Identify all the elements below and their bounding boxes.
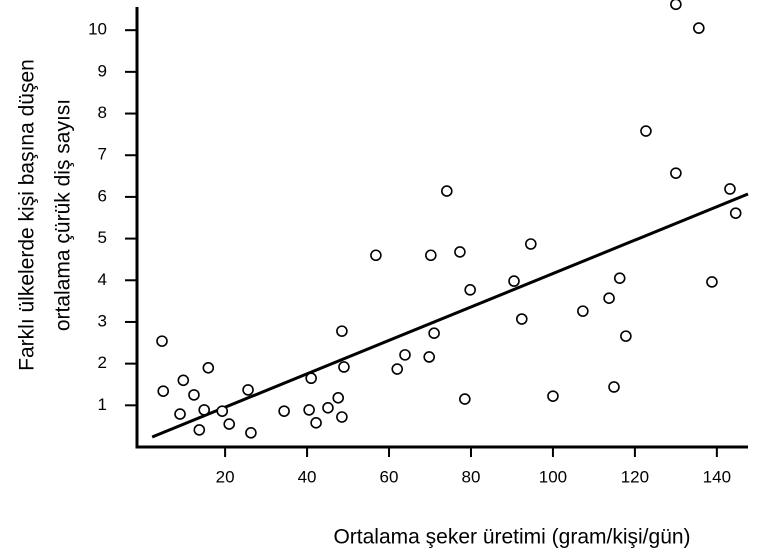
trend-line: [151, 192, 749, 439]
point: [459, 393, 471, 405]
point: [336, 325, 348, 337]
y-tick-label: 3: [98, 311, 107, 330]
y-axis-label: ortalama çürük diş sayısı: [52, 99, 75, 331]
point: [198, 404, 211, 416]
point: [193, 424, 206, 436]
y-tick-label: 1: [98, 395, 107, 414]
point: [620, 330, 632, 342]
point: [577, 305, 589, 317]
point: [724, 183, 736, 195]
point: [332, 392, 345, 404]
point: [613, 272, 626, 284]
x-axis-label: Ortalama şeker üretimi (gram/kişi/gün): [333, 526, 690, 549]
point: [336, 411, 348, 423]
point: [729, 207, 742, 219]
x-tick-label: 140: [703, 467, 731, 486]
point: [399, 349, 411, 361]
point: [425, 249, 437, 262]
y-axis-label: Farklı ülkelerde kişi başına düşen: [16, 59, 39, 371]
y-tick-label: 9: [98, 61, 107, 80]
point: [242, 384, 254, 396]
point: [441, 185, 453, 197]
point: [310, 417, 322, 429]
point: [640, 125, 652, 137]
point: [525, 238, 537, 250]
point: [202, 362, 215, 374]
point: [303, 404, 315, 416]
y-tick-label: 8: [98, 103, 107, 122]
y-tick-label: 5: [98, 228, 107, 247]
point: [156, 335, 168, 347]
point: [670, 167, 682, 179]
point: [706, 276, 718, 288]
point: [515, 313, 528, 325]
point: [423, 351, 435, 363]
point: [188, 389, 200, 401]
point: [547, 390, 559, 402]
y-tick-label: 6: [98, 186, 107, 205]
x-tick-label: 40: [298, 467, 317, 486]
point: [428, 327, 440, 340]
x-tick-label: 60: [380, 467, 399, 486]
x-tick-label: 100: [539, 467, 567, 486]
x-tick-label: 120: [621, 467, 649, 486]
point: [670, 0, 682, 11]
point: [174, 408, 186, 420]
point: [216, 405, 229, 417]
point: [177, 374, 190, 387]
y-tick-label: 4: [98, 270, 107, 289]
point: [608, 381, 620, 393]
point: [370, 249, 382, 262]
point: [508, 275, 520, 287]
point: [157, 385, 170, 397]
point: [338, 361, 350, 373]
x-tick-label: 80: [462, 467, 481, 486]
point: [693, 22, 705, 34]
y-tick-label: 10: [88, 20, 107, 39]
point: [391, 363, 404, 375]
point: [464, 284, 476, 296]
point: [305, 372, 317, 385]
point: [245, 427, 257, 439]
point: [223, 418, 236, 430]
x-tick-label: 20: [216, 467, 235, 486]
y-tick-label: 7: [98, 145, 107, 164]
point: [322, 402, 334, 414]
point: [454, 246, 466, 258]
point: [603, 292, 615, 304]
point: [278, 405, 290, 417]
y-tick-label: 2: [98, 353, 107, 372]
